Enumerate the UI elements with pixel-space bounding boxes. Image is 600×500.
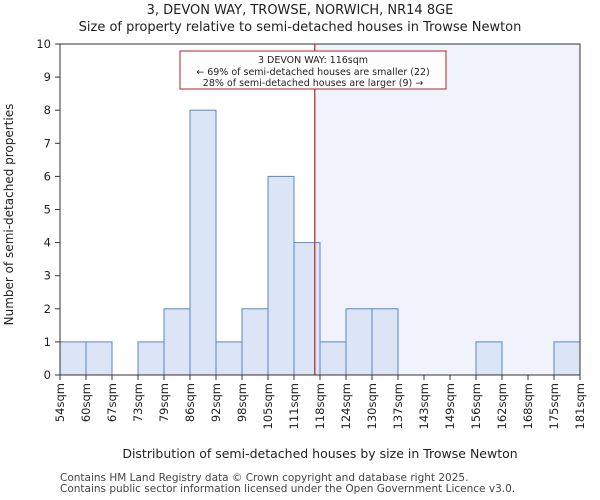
x-tick-label: 67sqm (105, 383, 119, 422)
x-tick-label: 143sqm (417, 383, 431, 429)
footer-line-2: Contains public sector information licen… (60, 483, 516, 495)
annotation-border (179, 50, 447, 90)
bar-111sqm (293, 242, 321, 376)
x-tick-label: 168sqm (521, 383, 535, 429)
x-tick-label: 149sqm (443, 383, 457, 429)
y-tick-label: 8 (44, 103, 51, 117)
y-tick-label: 9 (44, 70, 51, 84)
x-tick-label: 105sqm (261, 383, 275, 429)
bar-92sqm (215, 341, 243, 376)
x-tick-label: 79sqm (157, 383, 171, 422)
y-tick-label: 7 (44, 136, 51, 150)
annotation-line-3: 28% of semi-detached houses are larger (… (203, 78, 423, 89)
bar-118sqm (319, 341, 347, 376)
y-tick-label: 10 (36, 37, 51, 51)
footer-attribution: Contains HM Land Registry data © Crown c… (60, 473, 515, 495)
chart-title-subtitle: Size of property relative to semi-detach… (78, 20, 522, 35)
bar-73sqm (137, 341, 165, 376)
x-tick-label: 73sqm (131, 383, 145, 422)
x-tick-label: 118sqm (313, 383, 327, 429)
y-axis-label: Number of semi-detached properties (2, 104, 16, 326)
x-axis-label: Distribution of semi-detached houses by … (122, 446, 517, 461)
x-tick-label: 130sqm (365, 383, 379, 429)
y-tick-label: 6 (44, 169, 51, 183)
chart-title-address: 3, DEVON WAY, TROWSE, NORWICH, NR14 8GE (146, 3, 454, 18)
axes-group: 0 1 2 3 4 5 6 7 8 9 10 54sqm 60sqm 67sqm 73sqm 79sqm 86s… (36, 37, 587, 429)
y-tick-label: 3 (44, 269, 51, 283)
x-tick-label: 60sqm (79, 383, 93, 422)
bar-98sqm (241, 308, 269, 376)
x-tick-label: 98sqm (235, 383, 249, 422)
x-tick-label: 54sqm (53, 383, 67, 422)
bar-124sqm (345, 308, 373, 376)
x-tick-label: 86sqm (183, 383, 197, 422)
x-tick-label: 124sqm (339, 383, 353, 429)
x-tick-label: 137sqm (391, 383, 405, 429)
bar-156sqm (475, 341, 503, 376)
bar-105sqm (267, 175, 295, 376)
x-tick-label: 111sqm (287, 383, 301, 429)
x-tick-label: 92sqm (209, 383, 223, 422)
annotation-box: 3 DEVON WAY: 116sqm ← 69% of semi-detach… (179, 50, 447, 90)
bar-79sqm (163, 308, 191, 376)
y-tick-label: 5 (44, 203, 51, 217)
bar-130sqm (371, 308, 399, 376)
bar-60sqm (85, 341, 113, 376)
y-tick-label: 2 (44, 302, 51, 316)
footer-line-1: Contains HM Land Registry data © Crown c… (60, 472, 469, 484)
y-tick-label: 0 (44, 368, 51, 382)
bar-175sqm (553, 341, 581, 376)
x-tick-label: 181sqm (573, 383, 587, 429)
bar-54sqm (59, 341, 87, 376)
x-tick-label: 156sqm (469, 383, 483, 429)
x-tick-label: 175sqm (547, 383, 561, 429)
y-tick-label: 4 (44, 236, 51, 250)
annotation-line-1: 3 DEVON WAY: 116sqm (258, 55, 368, 66)
x-tick-label: 162sqm (495, 383, 509, 429)
annotation-line-2: ← 69% of semi-detached houses are smalle… (196, 67, 430, 78)
bar-86sqm (189, 109, 217, 376)
bars-group (59, 109, 581, 376)
y-tick-label: 1 (44, 335, 51, 349)
